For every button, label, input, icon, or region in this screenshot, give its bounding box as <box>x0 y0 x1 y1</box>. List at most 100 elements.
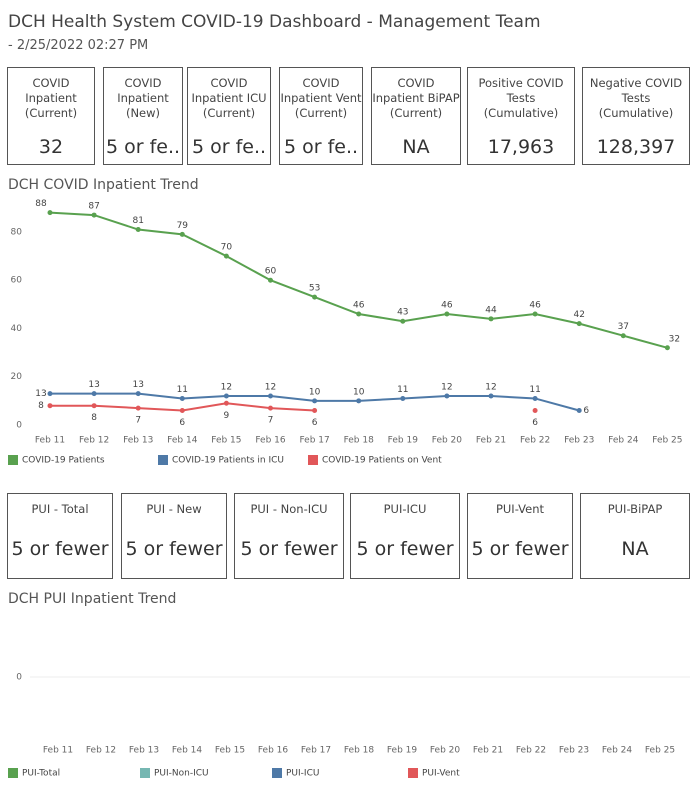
kpi-label-line: (Current) <box>389 106 443 120</box>
data-label: 12 <box>441 383 452 393</box>
data-label: 87 <box>88 202 99 212</box>
y-tick-label: 40 <box>11 324 23 334</box>
kpi-label: Negative COVID Tests (Cumulative) <box>583 76 689 121</box>
data-label: 6 <box>312 418 318 428</box>
pui-value: 5 or fewer <box>125 538 223 560</box>
data-point <box>268 393 273 399</box>
x-tick-label: Feb 20 <box>430 746 461 756</box>
y-tick-label: 60 <box>11 276 23 286</box>
data-label: 6 <box>179 418 185 428</box>
kpi-label-line: COVID <box>32 76 70 90</box>
legend-swatch <box>408 768 418 778</box>
data-label: 8 <box>91 413 97 423</box>
kpi-label: COVID Inpatient ICU (Current) <box>188 76 270 121</box>
data-label: 8 <box>38 401 44 411</box>
legend-swatch <box>8 768 18 778</box>
x-tick-label: Feb 11 <box>35 436 65 446</box>
kpi-label: COVID Inpatient Vent (Current) <box>280 76 362 121</box>
x-tick-label: Feb 22 <box>516 746 546 756</box>
data-point <box>47 210 53 216</box>
data-point <box>532 395 538 401</box>
kpi-label-line: COVID <box>210 76 248 90</box>
data-label: 9 <box>224 411 230 421</box>
x-tick-label: Feb 14 <box>172 746 203 756</box>
data-point <box>47 403 53 409</box>
data-label: 6 <box>583 406 589 416</box>
legend-label: PUI-Non-ICU <box>154 769 209 779</box>
x-tick-label: Feb 15 <box>211 436 241 446</box>
legend-swatch <box>308 455 318 465</box>
data-label: 46 <box>441 301 453 311</box>
kpi-value: 5 or fe.. <box>105 136 181 158</box>
chart: 0 Feb 11 Feb 12 Feb 13 Feb 14 Feb 15 Feb 16 Feb… <box>8 673 690 779</box>
kpi-card: COVID Inpatient BiPAP (Current) NA <box>371 67 461 165</box>
data-point <box>223 253 229 259</box>
pui-value: 5 or fewer <box>356 538 454 560</box>
data-point <box>532 311 538 317</box>
kpi-card: COVID Inpatient (Current) 32 <box>7 67 95 165</box>
kpi-label-line: Tests <box>621 91 651 105</box>
x-tick-label: Feb 21 <box>476 436 506 446</box>
pui-label: PUI-ICU <box>383 502 427 516</box>
kpi-card: COVID Inpatient Vent (Current) 5 or fe.. <box>279 67 363 165</box>
kpi-value: 17,963 <box>487 136 555 158</box>
pui-value: 5 or fewer <box>240 538 338 560</box>
pui-card: PUI - Total 5 or fewer <box>7 493 113 579</box>
data-label: 88 <box>35 199 47 209</box>
data-point <box>268 405 273 411</box>
kpi-value: 128,397 <box>596 136 676 158</box>
data-point <box>312 294 318 300</box>
y-tick-label: 0 <box>16 673 22 683</box>
data-point <box>47 391 53 397</box>
kpi-label-line: (Cumulative) <box>598 106 674 120</box>
data-label: 79 <box>177 221 189 231</box>
kpi-label-line: Inpatient ICU <box>191 91 267 105</box>
data-point <box>91 391 97 397</box>
data-point <box>268 277 273 283</box>
x-tick-label: Feb 18 <box>344 746 375 756</box>
x-tick-label: Feb 21 <box>473 746 503 756</box>
series-line <box>49 211 668 349</box>
x-tick-label: Feb 12 <box>86 746 116 756</box>
data-point <box>223 393 229 399</box>
kpi-label: COVID Inpatient (Current) <box>8 76 94 121</box>
legend-swatch <box>158 455 168 465</box>
data-point <box>356 311 362 317</box>
x-tick-label: Feb 19 <box>388 436 419 446</box>
x-tick-label: Feb 17 <box>299 436 329 446</box>
data-point <box>488 316 494 322</box>
data-point <box>135 227 141 233</box>
data-point <box>91 403 97 409</box>
x-tick-label: Feb 17 <box>301 746 331 756</box>
x-tick-label: Feb 15 <box>215 746 245 756</box>
data-point <box>444 311 450 317</box>
data-label: 10 <box>353 387 365 397</box>
y-tick-label: 80 <box>11 227 23 237</box>
kpi-label-line: Negative COVID <box>589 76 683 90</box>
kpi-value: 5 or fe.. <box>191 136 267 158</box>
kpi-card: COVID Inpatient ICU (Current) 5 or fe.. <box>187 67 271 165</box>
data-label: 42 <box>573 310 584 320</box>
data-label: 13 <box>35 389 46 399</box>
x-tick-label: Feb 18 <box>344 436 375 446</box>
pui-card: PUI-ICU 5 or fewer <box>350 493 460 579</box>
legend-label: PUI-Total <box>22 769 60 779</box>
pui-label: PUI - New <box>146 502 202 516</box>
legend-swatch <box>140 768 150 778</box>
kpi-label-line: (Current) <box>24 106 78 120</box>
data-point <box>444 393 450 399</box>
pui-label: PUI - Non-ICU <box>250 502 328 516</box>
data-label: 70 <box>221 243 233 253</box>
x-tick-label: Feb 12 <box>79 436 109 446</box>
data-point <box>664 345 670 351</box>
x-tick-label: Feb 25 <box>652 436 682 446</box>
legend-label: PUI-Vent <box>422 769 460 779</box>
data-label: 12 <box>265 383 276 393</box>
x-tick-label: Feb 24 <box>608 436 639 446</box>
x-tick-label: Feb 11 <box>43 746 73 756</box>
kpi-value: 32 <box>38 136 64 158</box>
pui-card: PUI-BiPAP NA <box>580 493 690 579</box>
data-point <box>91 212 97 218</box>
pui-label: PUI - Total <box>31 502 89 516</box>
